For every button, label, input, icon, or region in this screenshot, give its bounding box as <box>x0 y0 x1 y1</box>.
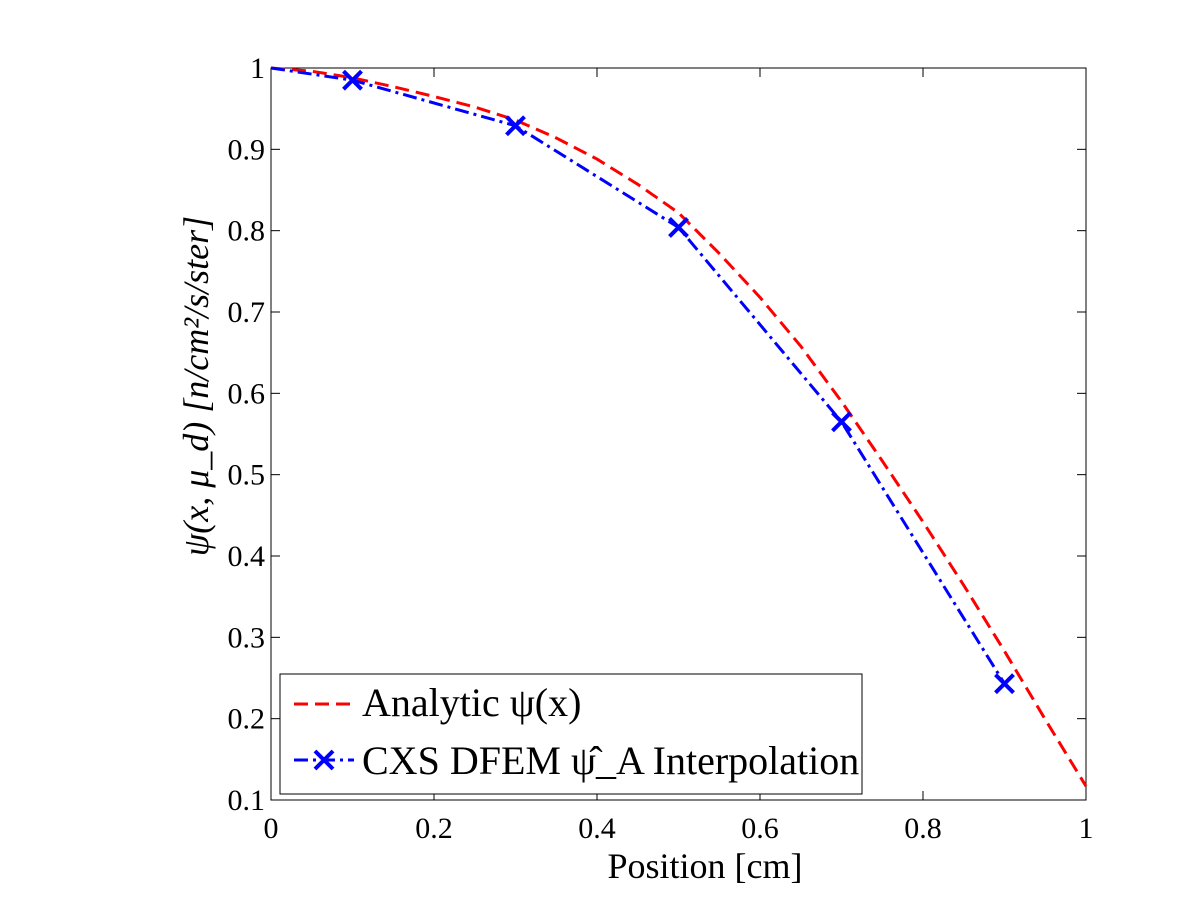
data-point-marker <box>831 411 852 433</box>
x-tick-label: 0.6 <box>741 812 779 845</box>
x-tick-label: 0.4 <box>578 812 616 845</box>
y-tick-label: 0.4 <box>228 540 266 573</box>
data-point-marker <box>505 115 526 137</box>
x-tick-label: 0.8 <box>904 812 942 845</box>
y-tick-label: 1 <box>250 52 265 85</box>
y-tick-label: 0.6 <box>228 377 266 410</box>
y-tick-label: 0.7 <box>228 296 266 329</box>
y-tick-labels: 0.1 0.2 0.3 0.4 0.5 0.6 0.7 0.8 0.9 1 <box>228 52 266 817</box>
y-tick-label: 0.5 <box>228 459 266 492</box>
x-axis-title: Position [cm] <box>608 846 803 886</box>
series-layer <box>270 66 1088 787</box>
y-axis-title: ψ(x, μ_d) [n/cm²/s/ster] <box>176 216 216 556</box>
y-tick-label: 0.3 <box>228 621 266 654</box>
x-tick-label: 0 <box>264 812 279 845</box>
x-tick-labels: 0 0.2 0.4 0.6 0.8 1 <box>264 812 1094 845</box>
y-tick-label: 0.9 <box>228 133 266 166</box>
y-tick-label: 0.2 <box>228 703 266 736</box>
legend-label-cxs-dfem: CXS DFEM ψ̂_A Interpolation <box>362 738 859 783</box>
legend-label-analytic: Analytic ψ(x) <box>362 680 581 725</box>
x-tick-label: 1 <box>1079 812 1094 845</box>
data-point-marker <box>668 216 689 238</box>
data-point-marker <box>342 69 363 91</box>
legend-marker-cxs-dfem <box>313 749 335 771</box>
y-tick-label: 0.8 <box>228 215 266 248</box>
x-tick-label: 0.2 <box>415 812 453 845</box>
legend-box <box>279 673 863 795</box>
legend-marker <box>313 749 335 771</box>
y-tick-label: 0.1 <box>228 784 266 817</box>
legend: Analytic ψ(x) CXS DFEM ψ̂_A Interpolatio… <box>279 673 863 795</box>
data-point-marker <box>994 673 1015 695</box>
series-line-0 <box>270 66 1088 787</box>
series-line-1 <box>270 66 1006 685</box>
